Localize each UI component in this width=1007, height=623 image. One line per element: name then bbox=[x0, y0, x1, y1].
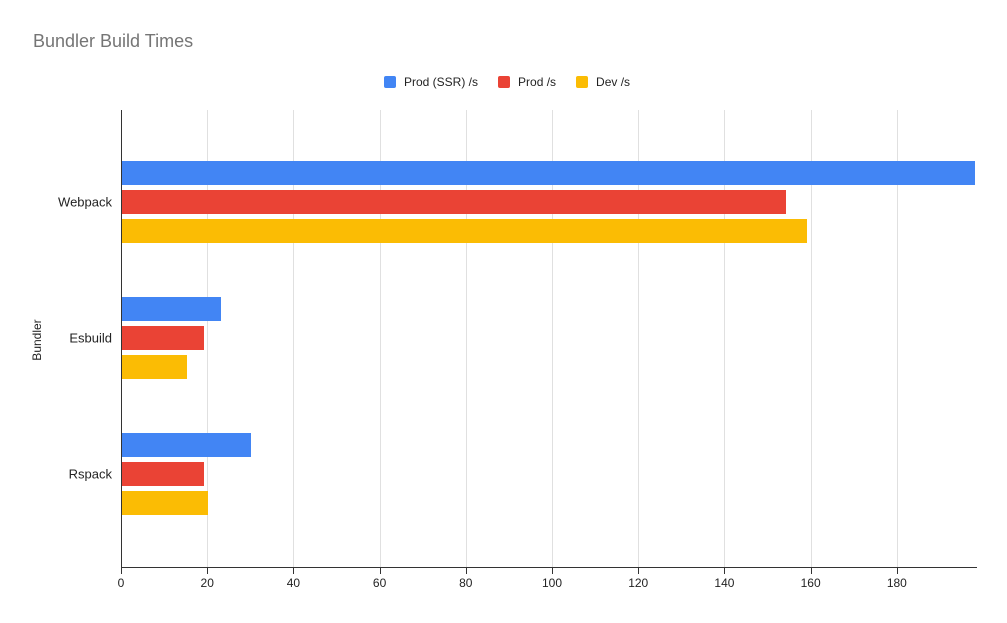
y-axis-title: Bundler bbox=[30, 319, 44, 361]
x-tick-label: 160 bbox=[800, 576, 821, 590]
legend-item-prod-s[interactable]: Prod /s bbox=[498, 75, 556, 89]
x-tick-label: 140 bbox=[714, 576, 735, 590]
gridline bbox=[896, 110, 898, 567]
axis-tick bbox=[552, 568, 554, 574]
y-axis-baseline bbox=[121, 110, 122, 567]
x-tick-label: 40 bbox=[286, 576, 301, 590]
axis-tick bbox=[379, 568, 381, 574]
legend-item-dev-s[interactable]: Dev /s bbox=[576, 75, 630, 89]
bar-rspack-prod-ssr-s[interactable] bbox=[122, 433, 252, 457]
axis-tick bbox=[207, 568, 209, 574]
axis-tick bbox=[293, 568, 295, 574]
legend-item-prod-ssr-s[interactable]: Prod (SSR) /s bbox=[384, 75, 478, 89]
x-tick-label: 60 bbox=[372, 576, 387, 590]
y-category-label-rspack: Rspack bbox=[68, 466, 112, 482]
bar-webpack-dev-s[interactable] bbox=[122, 219, 808, 243]
legend-label: Prod /s bbox=[518, 75, 557, 89]
y-category-label-webpack: Webpack bbox=[58, 194, 112, 210]
bar-esbuild-prod-ssr-s[interactable] bbox=[122, 297, 222, 321]
bar-rspack-prod-s[interactable] bbox=[122, 462, 204, 486]
bar-webpack-prod-s[interactable] bbox=[122, 190, 786, 214]
bar-esbuild-prod-s[interactable] bbox=[122, 326, 204, 350]
gridline bbox=[207, 110, 209, 567]
legend-swatch-prod-s bbox=[498, 76, 511, 88]
legend-label: Dev /s bbox=[596, 75, 631, 89]
x-tick-label: 180 bbox=[886, 576, 907, 590]
axis-tick bbox=[810, 568, 812, 574]
bar-webpack-prod-ssr-s[interactable] bbox=[122, 161, 976, 185]
axis-tick bbox=[638, 568, 640, 574]
x-tick-label: 80 bbox=[459, 576, 473, 590]
legend: Prod (SSR) /s Prod /s Dev /s bbox=[384, 75, 630, 89]
x-tick-label: 100 bbox=[542, 576, 563, 590]
gridline bbox=[810, 110, 812, 567]
legend-swatch-dev-s bbox=[576, 76, 589, 88]
x-tick-label: 20 bbox=[200, 576, 214, 590]
gridline bbox=[552, 110, 554, 567]
x-tick-label: 0 bbox=[117, 576, 125, 590]
chart-title: Bundler Build Times bbox=[33, 31, 194, 51]
gridline bbox=[293, 110, 295, 567]
gridline bbox=[638, 110, 640, 567]
axis-tick bbox=[896, 568, 898, 574]
bar-rspack-dev-s[interactable] bbox=[122, 491, 209, 515]
gridline bbox=[465, 110, 467, 567]
legend-label: Prod (SSR) /s bbox=[404, 75, 479, 89]
gridline bbox=[379, 110, 381, 567]
axis-tick bbox=[121, 568, 122, 574]
legend-swatch-prod-ssr-s bbox=[384, 76, 396, 88]
axis-tick bbox=[465, 568, 467, 574]
y-category-label-esbuild: Esbuild bbox=[69, 330, 112, 346]
x-axis-line bbox=[121, 567, 977, 568]
gridline bbox=[724, 110, 726, 567]
x-tick-label: 120 bbox=[628, 576, 649, 590]
bar-esbuild-dev-s[interactable] bbox=[122, 355, 187, 379]
axis-tick bbox=[724, 568, 726, 574]
